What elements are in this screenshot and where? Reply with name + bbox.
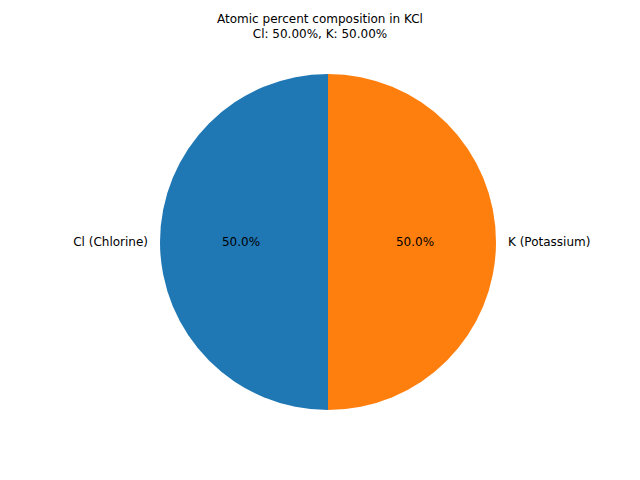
- svg-text:Cl: 50.00%, K: 50.00%: Cl: 50.00%, K: 50.00%: [253, 27, 387, 41]
- svg-text:Atomic percent composition in: Atomic percent composition in KCl: [217, 12, 423, 26]
- svg-text:Cl (Chlorine): Cl (Chlorine): [73, 235, 148, 249]
- svg-text:50.0%: 50.0%: [396, 235, 434, 249]
- svg-text:K (Potassium): K (Potassium): [508, 235, 590, 249]
- svg-text:50.0%: 50.0%: [222, 235, 260, 249]
